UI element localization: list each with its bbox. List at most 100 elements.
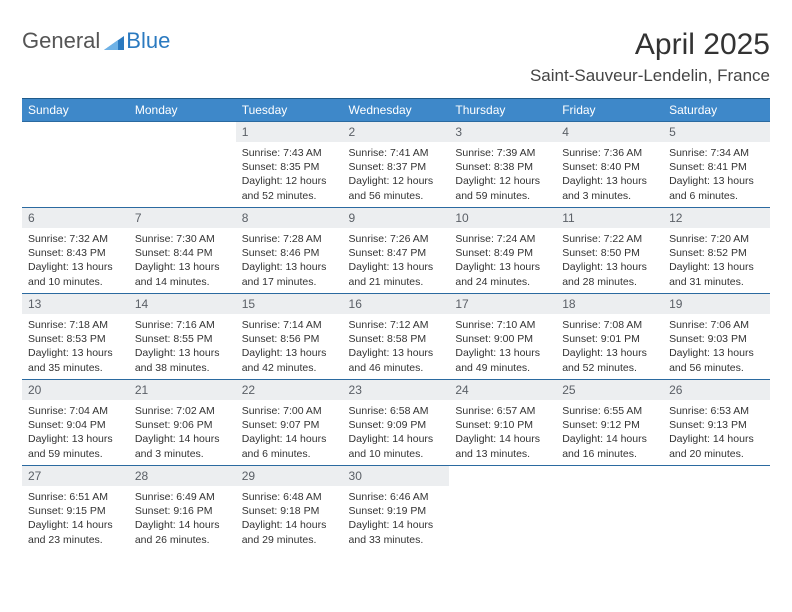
sunrise-line: Sunrise: 7:20 AM — [669, 232, 764, 246]
day-number: 7 — [129, 208, 236, 228]
empty-cell — [663, 466, 770, 552]
sunset-line: Sunset: 9:18 PM — [242, 504, 337, 518]
day-details: Sunrise: 7:08 AMSunset: 9:01 PMDaylight:… — [556, 314, 663, 377]
day-cell: 12Sunrise: 7:20 AMSunset: 8:52 PMDayligh… — [663, 208, 770, 294]
day-details: Sunrise: 7:16 AMSunset: 8:55 PMDaylight:… — [129, 314, 236, 377]
day-cell: 7Sunrise: 7:30 AMSunset: 8:44 PMDaylight… — [129, 208, 236, 294]
sunset-line: Sunset: 9:19 PM — [349, 504, 444, 518]
day-details: Sunrise: 7:04 AMSunset: 9:04 PMDaylight:… — [22, 400, 129, 463]
day-cell: 18Sunrise: 7:08 AMSunset: 9:01 PMDayligh… — [556, 294, 663, 380]
day-details: Sunrise: 7:32 AMSunset: 8:43 PMDaylight:… — [22, 228, 129, 291]
daylight-line: Daylight: 13 hours and 46 minutes. — [349, 346, 444, 374]
day-details: Sunrise: 7:43 AMSunset: 8:35 PMDaylight:… — [236, 142, 343, 205]
day-cell: 27Sunrise: 6:51 AMSunset: 9:15 PMDayligh… — [22, 466, 129, 552]
day-details: Sunrise: 7:14 AMSunset: 8:56 PMDaylight:… — [236, 314, 343, 377]
day-number: 4 — [556, 122, 663, 142]
empty-cell — [129, 122, 236, 208]
daylight-line: Daylight: 13 hours and 31 minutes. — [669, 260, 764, 288]
day-number: 18 — [556, 294, 663, 314]
daylight-line: Daylight: 13 hours and 42 minutes. — [242, 346, 337, 374]
sunrise-line: Sunrise: 7:06 AM — [669, 318, 764, 332]
sunset-line: Sunset: 8:37 PM — [349, 160, 444, 174]
day-number: 22 — [236, 380, 343, 400]
day-number: 5 — [663, 122, 770, 142]
sunset-line: Sunset: 9:06 PM — [135, 418, 230, 432]
sunset-line: Sunset: 9:00 PM — [455, 332, 550, 346]
day-details: Sunrise: 7:20 AMSunset: 8:52 PMDaylight:… — [663, 228, 770, 291]
weekday-header: Saturday — [663, 99, 770, 122]
day-cell: 14Sunrise: 7:16 AMSunset: 8:55 PMDayligh… — [129, 294, 236, 380]
sunset-line: Sunset: 8:44 PM — [135, 246, 230, 260]
calendar-body: 1Sunrise: 7:43 AMSunset: 8:35 PMDaylight… — [22, 122, 770, 552]
day-cell: 24Sunrise: 6:57 AMSunset: 9:10 PMDayligh… — [449, 380, 556, 466]
daylight-line: Daylight: 14 hours and 29 minutes. — [242, 518, 337, 546]
day-cell: 13Sunrise: 7:18 AMSunset: 8:53 PMDayligh… — [22, 294, 129, 380]
sunrise-line: Sunrise: 7:41 AM — [349, 146, 444, 160]
day-details: Sunrise: 6:55 AMSunset: 9:12 PMDaylight:… — [556, 400, 663, 463]
day-number: 10 — [449, 208, 556, 228]
sunrise-line: Sunrise: 7:10 AM — [455, 318, 550, 332]
sunset-line: Sunset: 8:41 PM — [669, 160, 764, 174]
day-cell: 23Sunrise: 6:58 AMSunset: 9:09 PMDayligh… — [343, 380, 450, 466]
daylight-line: Daylight: 13 hours and 28 minutes. — [562, 260, 657, 288]
day-number: 23 — [343, 380, 450, 400]
sunset-line: Sunset: 9:09 PM — [349, 418, 444, 432]
sunrise-line: Sunrise: 7:04 AM — [28, 404, 123, 418]
sunrise-line: Sunrise: 6:55 AM — [562, 404, 657, 418]
logo-text-blue: Blue — [126, 28, 170, 54]
sunset-line: Sunset: 9:04 PM — [28, 418, 123, 432]
sunset-line: Sunset: 8:53 PM — [28, 332, 123, 346]
day-details: Sunrise: 7:34 AMSunset: 8:41 PMDaylight:… — [663, 142, 770, 205]
sunrise-line: Sunrise: 7:18 AM — [28, 318, 123, 332]
day-number: 9 — [343, 208, 450, 228]
sunrise-line: Sunrise: 6:46 AM — [349, 490, 444, 504]
daylight-line: Daylight: 13 hours and 10 minutes. — [28, 260, 123, 288]
sunset-line: Sunset: 8:46 PM — [242, 246, 337, 260]
sunrise-line: Sunrise: 7:24 AM — [455, 232, 550, 246]
day-number: 8 — [236, 208, 343, 228]
sunset-line: Sunset: 8:49 PM — [455, 246, 550, 260]
title-block: April 2025 Saint-Sauveur-Lendelin, Franc… — [530, 28, 770, 86]
day-details: Sunrise: 7:10 AMSunset: 9:00 PMDaylight:… — [449, 314, 556, 377]
weekday-header: Friday — [556, 99, 663, 122]
daylight-line: Daylight: 13 hours and 14 minutes. — [135, 260, 230, 288]
day-number: 1 — [236, 122, 343, 142]
day-cell: 30 Sunrise: 6:46 AMSunset: 9:19 PMDayligh… — [343, 466, 450, 552]
daylight-line: Daylight: 13 hours and 35 minutes. — [28, 346, 123, 374]
daylight-line: Daylight: 13 hours and 49 minutes. — [455, 346, 550, 374]
location-subtitle: Saint-Sauveur-Lendelin, France — [530, 66, 770, 86]
sunrise-line: Sunrise: 7:02 AM — [135, 404, 230, 418]
daylight-line: Daylight: 14 hours and 20 minutes. — [669, 432, 764, 460]
day-details: Sunrise: 7:22 AMSunset: 8:50 PMDaylight:… — [556, 228, 663, 291]
sunrise-line: Sunrise: 7:22 AM — [562, 232, 657, 246]
day-number: 20 — [22, 380, 129, 400]
sunset-line: Sunset: 9:15 PM — [28, 504, 123, 518]
sunset-line: Sunset: 8:43 PM — [28, 246, 123, 260]
sunrise-line: Sunrise: 6:53 AM — [669, 404, 764, 418]
day-number: 11 — [556, 208, 663, 228]
day-number: 3 — [449, 122, 556, 142]
sunrise-line: Sunrise: 7:32 AM — [28, 232, 123, 246]
sunset-line: Sunset: 9:12 PM — [562, 418, 657, 432]
calendar-table: SundayMondayTuesdayWednesdayThursdayFrid… — [22, 98, 770, 552]
day-details: Sunrise: 6:48 AMSunset: 9:18 PMDaylight:… — [236, 486, 343, 549]
daylight-line: Daylight: 14 hours and 6 minutes. — [242, 432, 337, 460]
day-number: 29 — [236, 466, 343, 486]
sunset-line: Sunset: 8:38 PM — [455, 160, 550, 174]
daylight-line: Daylight: 14 hours and 23 minutes. — [28, 518, 123, 546]
day-number: 30 — [343, 466, 450, 486]
sunrise-line: Sunrise: 7:00 AM — [242, 404, 337, 418]
daylight-line: Daylight: 14 hours and 33 minutes. — [349, 518, 444, 546]
day-cell: 25Sunrise: 6:55 AMSunset: 9:12 PMDayligh… — [556, 380, 663, 466]
daylight-line: Daylight: 14 hours and 10 minutes. — [349, 432, 444, 460]
sunrise-line: Sunrise: 7:36 AM — [562, 146, 657, 160]
day-cell: 4Sunrise: 7:36 AMSunset: 8:40 PMDaylight… — [556, 122, 663, 208]
daylight-line: Daylight: 14 hours and 13 minutes. — [455, 432, 550, 460]
sunset-line: Sunset: 8:40 PM — [562, 160, 657, 174]
day-details: Sunrise: 7:41 AMSunset: 8:37 PMDaylight:… — [343, 142, 450, 205]
day-number: 26 — [663, 380, 770, 400]
day-details: Sunrise: 7:36 AMSunset: 8:40 PMDaylight:… — [556, 142, 663, 205]
day-details: Sunrise: 6:57 AMSunset: 9:10 PMDaylight:… — [449, 400, 556, 463]
day-cell: 20Sunrise: 7:04 AMSunset: 9:04 PMDayligh… — [22, 380, 129, 466]
sunset-line: Sunset: 9:03 PM — [669, 332, 764, 346]
